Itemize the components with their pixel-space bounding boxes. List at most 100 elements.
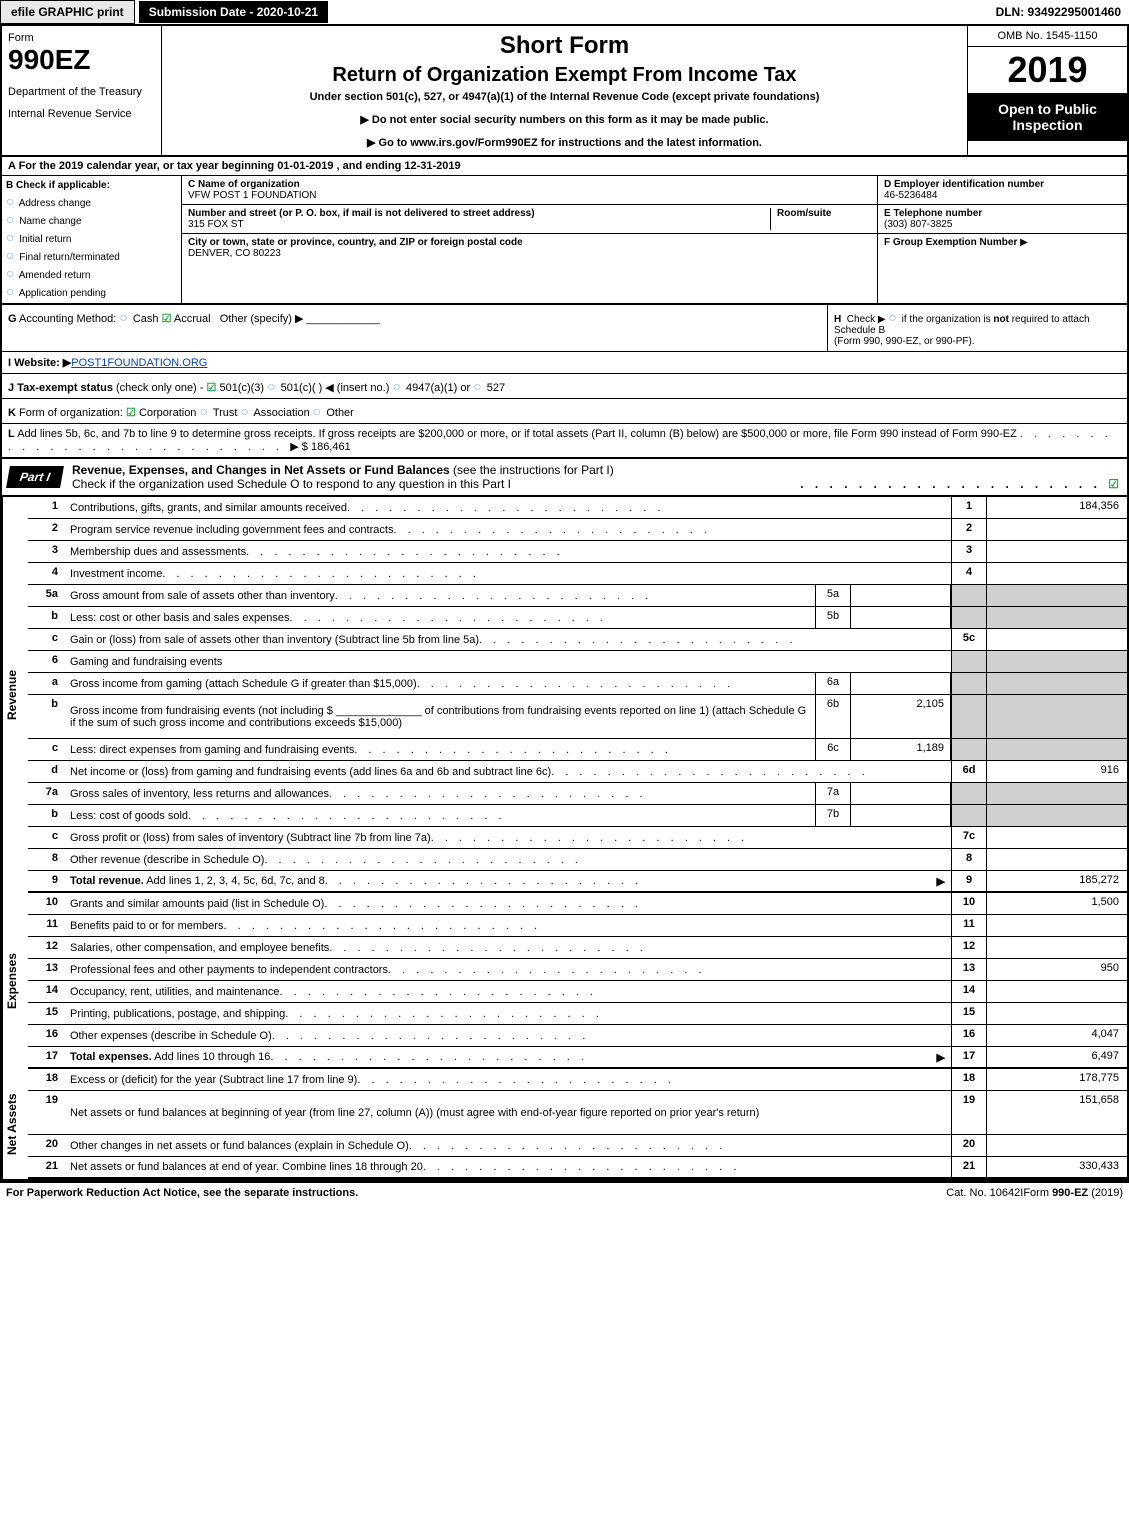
line-col [951,783,987,804]
efile-button[interactable]: efile GRAPHIC print [0,0,135,24]
line-desc: Salaries, other compensation, and employ… [64,937,951,958]
line-number: c [28,739,64,760]
j-527: 527 [487,382,505,394]
section-c: C Name of organization VFW POST 1 FOUNDA… [182,176,877,303]
j-row: J Tax-exempt status (check only one) - ☑… [0,374,1129,399]
line-number: 15 [28,1003,64,1024]
table-row: 7aGross sales of inventory, less returns… [28,783,1127,805]
cat-no: Cat. No. 10642I [946,1187,1023,1199]
line-number: 12 [28,937,64,958]
j-text: (check only one) - [116,382,203,394]
line-value [987,805,1127,826]
line-number: 1 [28,497,64,518]
line-value [987,651,1127,672]
dln-label: DLN: 93492295001460 [988,1,1129,23]
check-pending[interactable]: ○ Application pending [6,283,177,299]
sub-line-value: 2,105 [851,695,951,738]
open-public: Open to Public Inspection [968,93,1127,141]
group-label: F Group Exemption Number [884,237,1017,248]
line-desc: Net assets or fund balances at beginning… [64,1091,951,1134]
line-col: 9 [951,871,987,891]
sub-line-number: 6a [815,673,851,694]
table-row: 4Investment income . . . . . . . . . . .… [28,563,1127,585]
form-center: Short Form Return of Organization Exempt… [162,26,967,155]
line-value [987,607,1127,628]
line-number: 16 [28,1025,64,1046]
h-not: not [993,314,1009,325]
line-value [987,1003,1127,1024]
group-cell: F Group Exemption Number ▶ [878,234,1127,251]
street-val: 315 FOX ST [188,219,244,230]
h-label: H [834,314,841,325]
check-name[interactable]: ○ Name change [6,211,177,227]
line-value [987,695,1127,738]
line-desc: Other expenses (describe in Schedule O) … [64,1025,951,1046]
line-col: 19 [951,1091,987,1134]
i-label: I Website: ▶ [8,357,71,369]
irs-link[interactable]: www.irs.gov/Form990EZ [410,137,537,149]
line-col: 6d [951,761,987,782]
table-row: bGross income from fundraising events (n… [28,695,1127,739]
ein-cell: D Employer identification number 46-5236… [878,176,1127,205]
city-label: City or town, state or province, country… [188,237,523,248]
table-row: 9Total revenue. Add lines 1, 2, 3, 4, 5c… [28,871,1127,893]
check-amended[interactable]: ○ Amended return [6,265,177,281]
line-col [951,673,987,694]
website-link[interactable]: POST1FOUNDATION.ORG [71,357,207,369]
k-assoc: Association [253,407,309,419]
line-desc: Gain or (loss) from sale of assets other… [64,629,951,650]
line-col: 14 [951,981,987,1002]
table-row: 20Other changes in net assets or fund ba… [28,1135,1127,1157]
city-val: DENVER, CO 80223 [188,248,281,259]
line-desc: Membership dues and assessments . . . . … [64,541,951,562]
g-label: G [8,313,17,325]
line-desc: Program service revenue including govern… [64,519,951,540]
part1-title: Revenue, Expenses, and Changes in Net As… [68,459,1127,495]
g-text: Accounting Method: [19,313,116,325]
tax-year-line: A For the 2019 calendar year, or tax yea… [0,157,1129,176]
line-value [987,673,1127,694]
line-desc: Excess or (deficit) for the year (Subtra… [64,1069,951,1090]
l-row: L Add lines 5b, 6c, and 7b to line 9 to … [0,424,1129,459]
line-value: 178,775 [987,1069,1127,1090]
goto-note: ▶ Go to www.irs.gov/Form990EZ for instru… [168,136,961,149]
line-desc: Net income or (loss) from gaming and fun… [64,761,951,782]
g-line: G Accounting Method: ○ Cash ☑ Accrual Ot… [2,305,827,351]
line-number: 13 [28,959,64,980]
line-col [951,585,987,606]
h-check: Check ▶ [847,314,886,325]
expenses-tab: Expenses [2,893,28,1069]
line-value: 151,658 [987,1091,1127,1134]
h-text2: if the organization is [902,314,991,325]
line-desc: Net assets or fund balances at end of ye… [64,1157,951,1177]
part1-checktext: Check if the organization used Schedule … [72,477,511,491]
line-desc: Gross income from fundraising events (no… [64,695,815,738]
street-label: Number and street (or P. O. box, if mail… [188,208,535,219]
line-number: 10 [28,893,64,914]
table-row: 21Net assets or fund balances at end of … [28,1157,1127,1179]
line-value: 185,272 [987,871,1127,891]
line-number: c [28,827,64,848]
g-other: Other (specify) ▶ [220,313,304,325]
k-label: K [8,407,16,419]
line-col: 5c [951,629,987,650]
line-number: 21 [28,1157,64,1177]
line-desc: Other changes in net assets or fund bala… [64,1135,951,1156]
subtitle: Under section 501(c), 527, or 4947(a)(1)… [168,91,961,103]
table-row: bLess: cost of goods sold . . . . . . . … [28,805,1127,827]
check-address[interactable]: ○ Address change [6,193,177,209]
submission-date-button[interactable]: Submission Date - 2020-10-21 [139,1,328,23]
l-arrow: ▶ $ [290,441,308,453]
line-value [987,585,1127,606]
check-initial[interactable]: ○ Initial return [6,229,177,245]
line-value [987,563,1127,584]
line-number: 3 [28,541,64,562]
line-value [987,849,1127,870]
line-value [987,981,1127,1002]
sub-line-value [851,585,951,606]
table-row: 5aGross amount from sale of assets other… [28,585,1127,607]
k-text: Form of organization: [19,407,123,419]
check-final[interactable]: ○ Final return/terminated [6,247,177,263]
line-desc: Gross profit or (loss) from sales of inv… [64,827,951,848]
line-col: 2 [951,519,987,540]
